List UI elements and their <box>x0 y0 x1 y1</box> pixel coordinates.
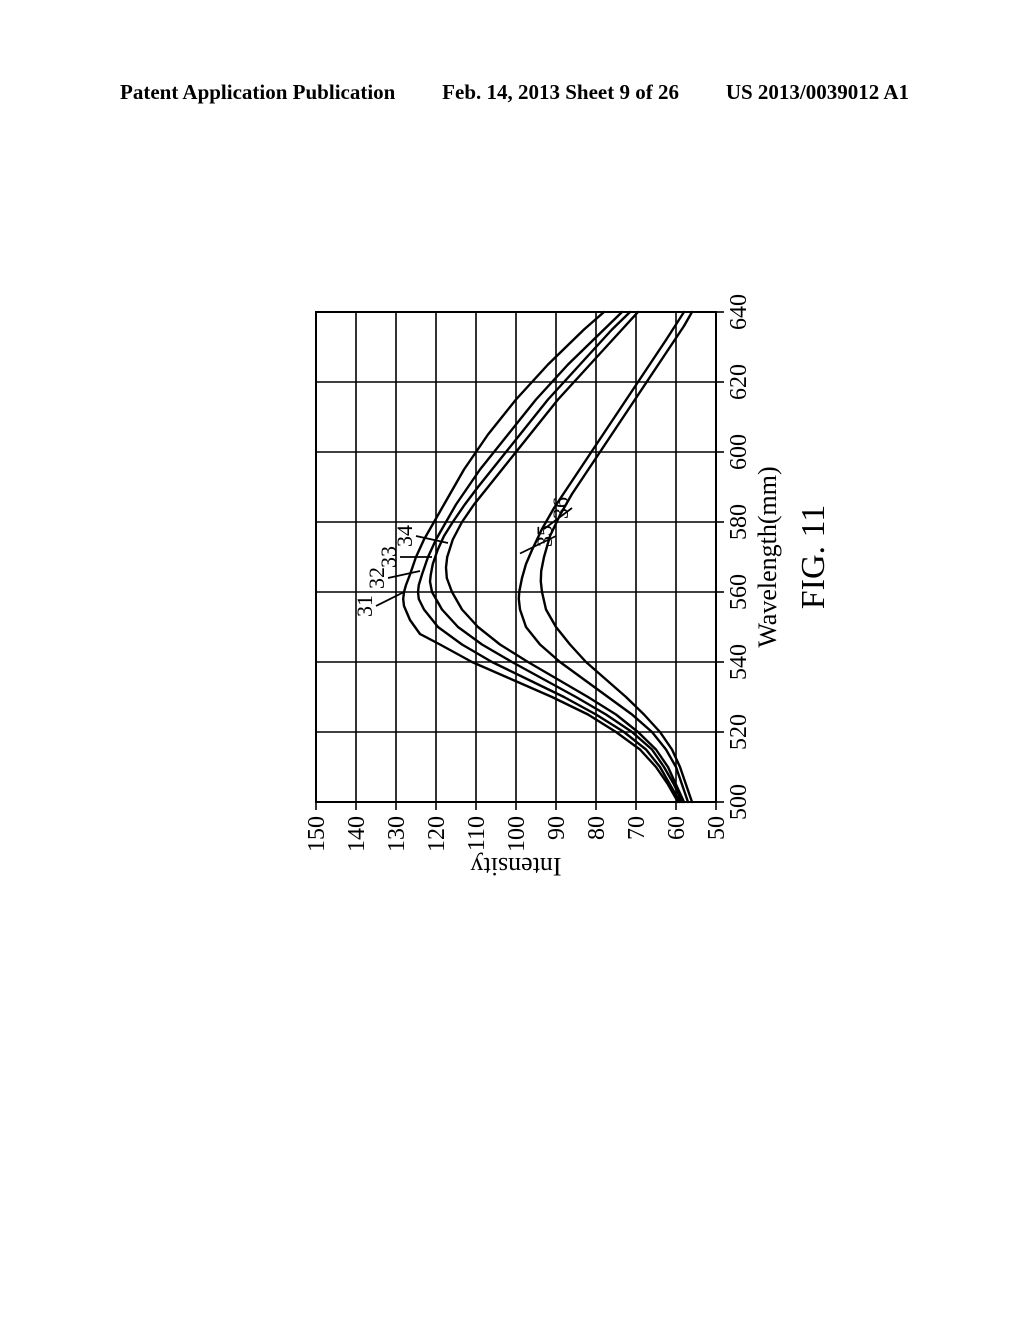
svg-text:540: 540 <box>726 644 752 680</box>
svg-text:140: 140 <box>344 816 370 852</box>
header-center: Feb. 14, 2013 Sheet 9 of 26 <box>442 80 679 105</box>
svg-text:50: 50 <box>704 816 730 840</box>
svg-text:60: 60 <box>664 816 690 840</box>
svg-text:600: 600 <box>726 434 752 470</box>
svg-text:500: 500 <box>726 784 752 820</box>
svg-text:620: 620 <box>726 364 752 400</box>
svg-text:32: 32 <box>364 567 389 589</box>
header-right: US 2013/0039012 A1 <box>726 80 909 105</box>
svg-text:580: 580 <box>726 504 752 540</box>
svg-text:90: 90 <box>544 816 570 840</box>
svg-text:100: 100 <box>504 816 530 852</box>
svg-text:33: 33 <box>376 546 401 568</box>
svg-text:36: 36 <box>548 497 573 519</box>
svg-text:Intensity: Intensity <box>471 852 562 881</box>
svg-text:130: 130 <box>384 816 410 852</box>
svg-text:80: 80 <box>584 816 610 840</box>
svg-text:560: 560 <box>726 574 752 610</box>
header-left: Patent Application Publication <box>120 80 395 105</box>
intensity-vs-wavelength-chart: 500 520 540 560 580 600 620 640 50 60 70 80 90 100 110… <box>170 270 870 970</box>
svg-text:FIG. 11: FIG. 11 <box>795 505 832 610</box>
page-header: Patent Application Publication Feb. 14, … <box>0 80 1024 105</box>
svg-text:110: 110 <box>464 816 490 851</box>
svg-text:120: 120 <box>424 816 450 852</box>
svg-text:520: 520 <box>726 714 752 750</box>
svg-text:31: 31 <box>352 595 377 617</box>
figure-11: 500 520 540 560 580 600 620 640 50 60 70 80 90 100 110… <box>170 270 870 970</box>
svg-text:70: 70 <box>624 816 650 840</box>
svg-text:Wavelength(mm): Wavelength(mm) <box>753 466 782 647</box>
svg-text:34: 34 <box>392 525 417 547</box>
svg-text:150: 150 <box>304 816 330 852</box>
svg-text:640: 640 <box>726 294 752 330</box>
